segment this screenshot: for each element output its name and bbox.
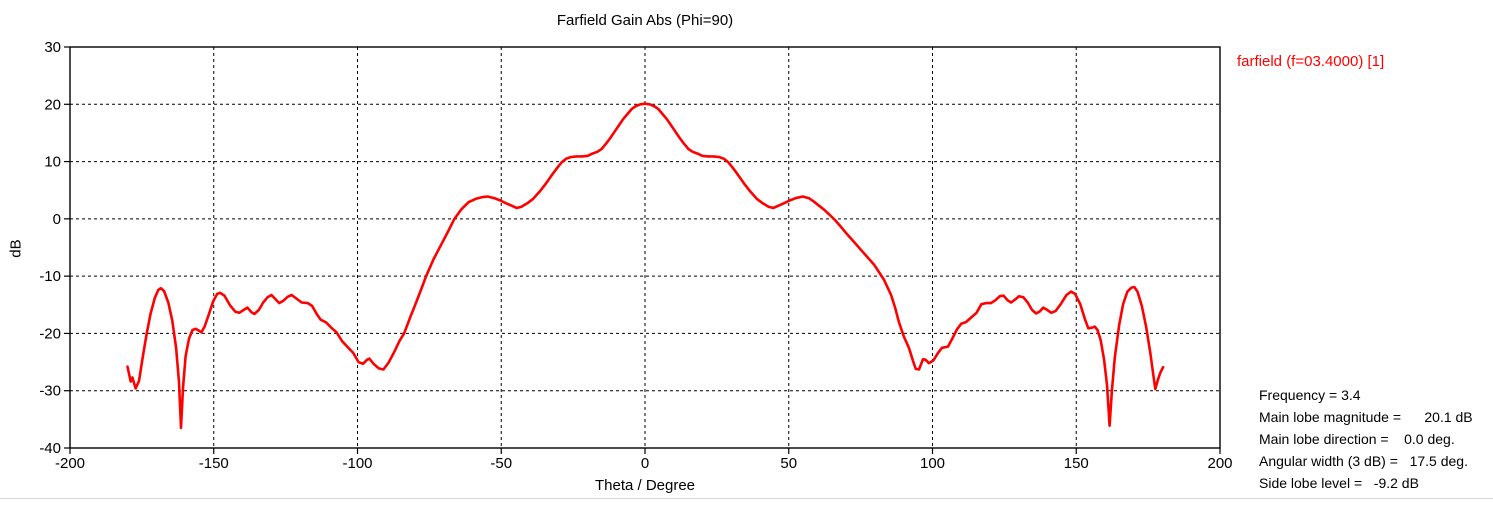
stat-line: Main lobe direction = 0.0 deg. bbox=[1259, 431, 1455, 447]
y-tick-label: -30 bbox=[39, 383, 61, 400]
window-bottom-edge bbox=[0, 498, 1493, 499]
y-tick-label: -20 bbox=[39, 325, 61, 342]
gain-curve bbox=[126, 102, 1165, 430]
y-tick-label: 10 bbox=[44, 154, 61, 171]
stat-line: Angular width (3 dB) = 17.5 deg. bbox=[1259, 453, 1468, 469]
x-tick-label: 100 bbox=[920, 455, 945, 472]
y-tick-label: 30 bbox=[44, 39, 61, 56]
x-tick-label: 150 bbox=[1064, 455, 1089, 472]
y-tick-label: -40 bbox=[39, 440, 61, 457]
x-tick-label: 0 bbox=[641, 455, 649, 472]
stats-panel: Frequency = 3.4 Main lobe magnitude = 20.… bbox=[1259, 384, 1473, 494]
x-tick-label: 50 bbox=[780, 455, 797, 472]
x-tick-label: -150 bbox=[199, 455, 229, 472]
stat-line: Frequency = 3.4 bbox=[1259, 387, 1361, 403]
y-axis-label: dB bbox=[7, 239, 25, 258]
y-tick-label: 20 bbox=[44, 96, 61, 113]
stat-line: Side lobe level = -9.2 dB bbox=[1259, 475, 1419, 491]
stat-line: Main lobe magnitude = 20.1 dB bbox=[1259, 409, 1473, 425]
x-tick-label: -50 bbox=[490, 455, 512, 472]
x-tick-label: -100 bbox=[342, 455, 372, 472]
y-tick-label: -10 bbox=[39, 268, 61, 285]
legend-entry: farfield (f=03.4000) [1] bbox=[1237, 53, 1385, 70]
x-tick-label: -200 bbox=[55, 455, 85, 472]
chart-title: Farfield Gain Abs (Phi=90) bbox=[556, 12, 734, 29]
y-tick-label: 0 bbox=[53, 211, 61, 228]
x-tick-label: 200 bbox=[1207, 455, 1232, 472]
x-axis-label: Theta / Degree bbox=[594, 477, 696, 494]
